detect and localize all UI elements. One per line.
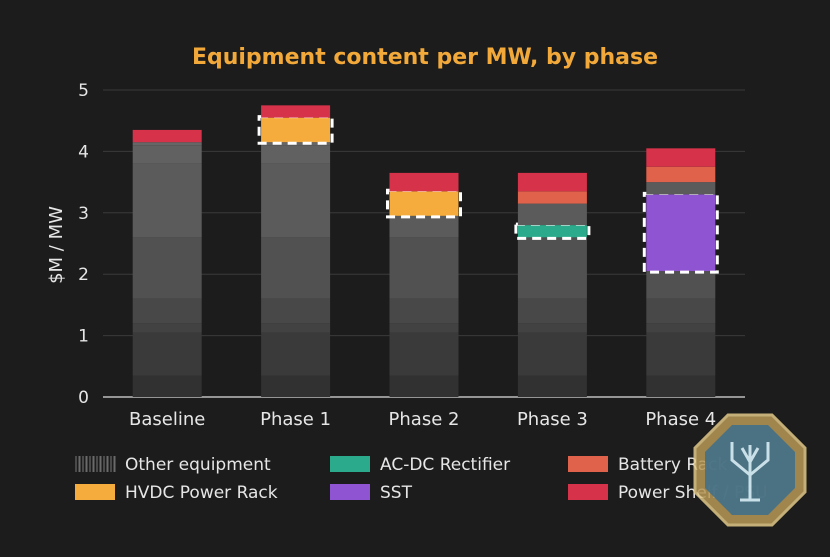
bar-shade xyxy=(517,203,587,226)
bar-segment-other-equipment xyxy=(646,271,716,397)
bar-shade xyxy=(261,237,331,299)
legend-label: AC-DC Rectifier xyxy=(380,455,510,475)
legend-swatch xyxy=(330,456,370,472)
bar-shade xyxy=(389,298,459,324)
legend-swatch xyxy=(89,456,91,472)
bar-segment-power-shelf-psu xyxy=(646,148,716,167)
y-tick-label: 4 xyxy=(78,142,89,162)
legend-swatch xyxy=(568,456,608,472)
chart-title: Equipment content per MW, by phase xyxy=(192,45,658,70)
bar-shade xyxy=(261,145,331,164)
bar-segment-hvdc-power-rack xyxy=(389,191,459,216)
y-tick-label: 3 xyxy=(78,204,89,224)
legend-swatch xyxy=(78,456,81,472)
tree-badge-icon xyxy=(693,413,807,527)
bar-segment-other-equipment xyxy=(646,182,716,195)
bar-shade xyxy=(517,237,587,299)
legend-swatch xyxy=(106,456,109,472)
bar-segment-power-shelf-psu xyxy=(132,129,202,143)
bar-shade xyxy=(132,332,202,376)
bar-shade xyxy=(389,215,459,238)
bar-segment-hvdc-power-rack xyxy=(261,117,331,143)
x-tick-label: Phase 3 xyxy=(517,409,588,430)
bar-shade xyxy=(646,298,716,324)
legend-swatch xyxy=(113,456,116,472)
legend-swatch xyxy=(99,456,102,472)
legend-label: Other equipment xyxy=(125,455,271,475)
x-tick-label: Phase 1 xyxy=(260,409,331,430)
legend-swatch xyxy=(75,456,77,472)
bar-segment-battery-rack xyxy=(517,191,587,204)
legend-item: SST xyxy=(330,483,413,503)
bar-shade xyxy=(132,323,202,333)
bar-shade xyxy=(389,323,459,333)
y-ticks: 0 1 2 3 4 5 xyxy=(78,81,89,408)
bar-segment-other-equipment xyxy=(132,142,202,397)
bar-shade xyxy=(132,145,202,164)
legend: Other equipment AC-DC Rectifier Battery Ra… xyxy=(75,455,768,503)
legend-swatch xyxy=(82,456,84,472)
bar-shade xyxy=(132,142,202,146)
legend-item: Other equipment xyxy=(75,455,271,475)
bar-shade xyxy=(132,298,202,324)
y-tick-label: 2 xyxy=(78,265,89,285)
bar-shade xyxy=(517,323,587,333)
bar-shade xyxy=(517,375,587,397)
bar-shade xyxy=(646,323,716,333)
bar-shade xyxy=(261,332,331,376)
bar-shade xyxy=(517,332,587,376)
bar-segment-power-shelf-psu xyxy=(517,172,587,192)
bar-shade xyxy=(261,375,331,397)
y-tick-label: 5 xyxy=(78,81,89,101)
x-tick-label: Baseline xyxy=(129,409,205,430)
bar-segment-other-equipment xyxy=(261,142,331,397)
bar-segment-power-shelf-psu xyxy=(389,172,459,192)
legend-item: HVDC Power Rack xyxy=(75,483,278,503)
bar-shade xyxy=(389,332,459,376)
bar-shade xyxy=(389,237,459,299)
bar-shade xyxy=(261,323,331,333)
bar-shade xyxy=(389,375,459,397)
bar-segment-other-equipment xyxy=(389,215,459,397)
legend-label: SST xyxy=(380,483,413,503)
legend-swatch xyxy=(568,484,608,500)
bar-shade xyxy=(132,375,202,397)
bar-shade xyxy=(132,163,202,238)
legend-swatch xyxy=(96,456,98,472)
legend-label: HVDC Power Rack xyxy=(125,483,278,503)
y-tick-label: 0 xyxy=(78,388,89,408)
y-tick-label: 1 xyxy=(78,327,89,347)
bar-shade xyxy=(646,271,716,299)
bar-segment-sst xyxy=(646,194,716,272)
bars xyxy=(132,105,719,397)
x-tick-label: Phase 2 xyxy=(389,409,460,430)
bar-shade xyxy=(646,182,716,195)
x-ticks: Baseline Phase 1 Phase 2 Phase 3 Phase 4 xyxy=(129,409,716,430)
bar-segment-power-shelf-psu xyxy=(261,105,331,118)
bar-segment-other-equipment xyxy=(517,203,587,226)
bar-shade xyxy=(517,298,587,324)
bar-shade xyxy=(646,332,716,376)
legend-swatch xyxy=(110,456,112,472)
legend-item: AC-DC Rectifier xyxy=(330,455,510,475)
bar-shade xyxy=(646,375,716,397)
legend-swatch xyxy=(75,484,115,500)
y-axis-title: $M / MW xyxy=(46,206,67,284)
bar-segment-ac-dc-rectifier xyxy=(517,225,587,238)
bar-shade xyxy=(261,163,331,238)
bar-shade xyxy=(261,298,331,324)
bar-segment-other-equipment xyxy=(517,237,587,397)
bar-segment-battery-rack xyxy=(646,166,716,183)
legend-swatch xyxy=(103,456,105,472)
x-tick-label: Phase 4 xyxy=(645,409,716,430)
legend-swatch xyxy=(85,456,88,472)
legend-swatch xyxy=(92,456,95,472)
bar-shade xyxy=(132,237,202,299)
legend-swatch xyxy=(330,484,370,500)
